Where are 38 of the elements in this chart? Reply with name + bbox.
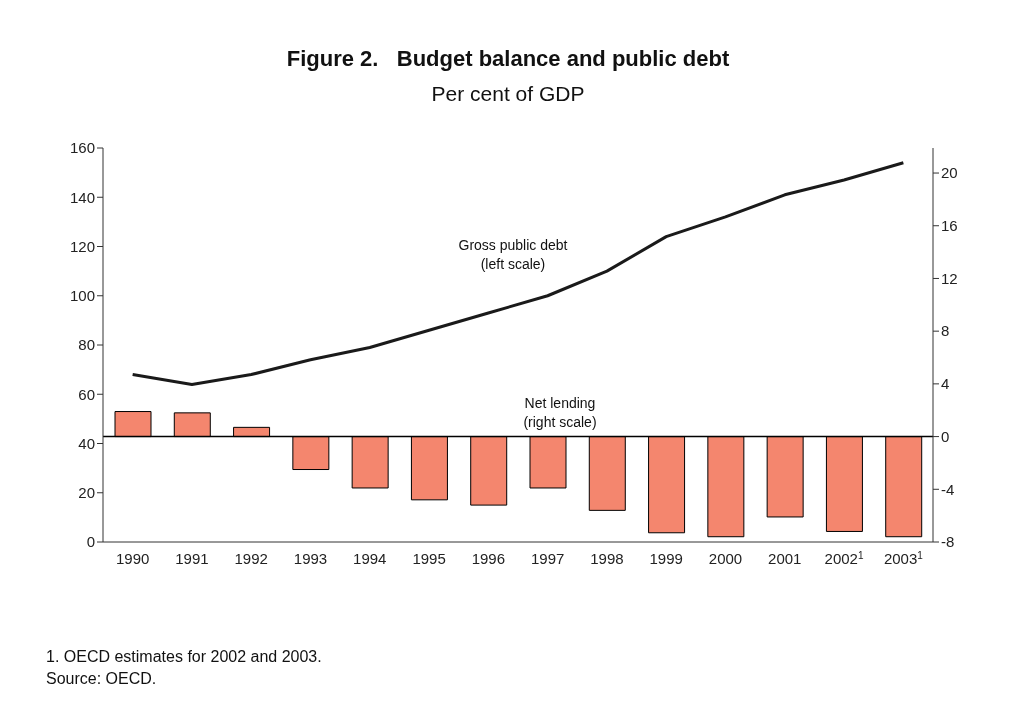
- x-tick-label: 1994: [353, 550, 387, 567]
- line-series: [131, 161, 905, 386]
- x-tick-label: 2001: [768, 550, 802, 567]
- y-tick-label: 120: [69, 237, 95, 255]
- x-tick-label: 1998: [590, 550, 624, 567]
- y2-tick-label: 12: [941, 269, 958, 287]
- series-label: Net lending (right scale): [522, 394, 598, 432]
- y2-tick-label: 16: [941, 217, 958, 235]
- y-tick-label: 80: [78, 336, 95, 354]
- y2-tick-label: 8: [941, 322, 950, 340]
- y2-tick-label: 4: [941, 375, 950, 393]
- text: 1. OECD estimates for 2002 and 2003.: [46, 647, 322, 667]
- y2-tick-label: -8: [941, 533, 955, 551]
- y-tick-label: 20: [78, 484, 95, 502]
- source-note: Source: OECD.: [46, 669, 158, 689]
- y-tick-label: 60: [78, 385, 95, 403]
- chart-subtitle: Per cent of GDP: [430, 82, 586, 106]
- chart-title: Figure 2. Budget balance and public debt: [285, 46, 731, 72]
- x-tick-label: 1996: [471, 550, 506, 567]
- y-tick-label: 100: [69, 287, 95, 305]
- y-tick-label: 40: [78, 434, 95, 452]
- x-tick-label: 1991: [175, 550, 209, 567]
- x-tick-label: 1997: [530, 550, 565, 567]
- y-tick-label: 0: [86, 533, 95, 551]
- x-tick-label: 2000: [708, 550, 743, 567]
- series-label: Gross public debt (left scale): [457, 236, 569, 274]
- x-tick-label: 2003$^{1}$: [883, 549, 924, 567]
- x-tick-label: 1995: [412, 550, 446, 567]
- x-tick-label: 1993: [293, 550, 328, 567]
- x-tick-label: 1999: [649, 550, 683, 567]
- x-tick-label: 2002$^{1}$: [824, 549, 864, 567]
- y2-tick-label: 0: [941, 427, 950, 445]
- y2-tick-label: 20: [941, 164, 958, 182]
- y-tick-label: 140: [69, 188, 95, 206]
- x-tick-label: 1990: [115, 550, 150, 567]
- x-tick-label: 1992: [234, 550, 268, 567]
- y2-tick-label: -4: [941, 480, 955, 498]
- y-tick-label: 160: [69, 139, 95, 157]
